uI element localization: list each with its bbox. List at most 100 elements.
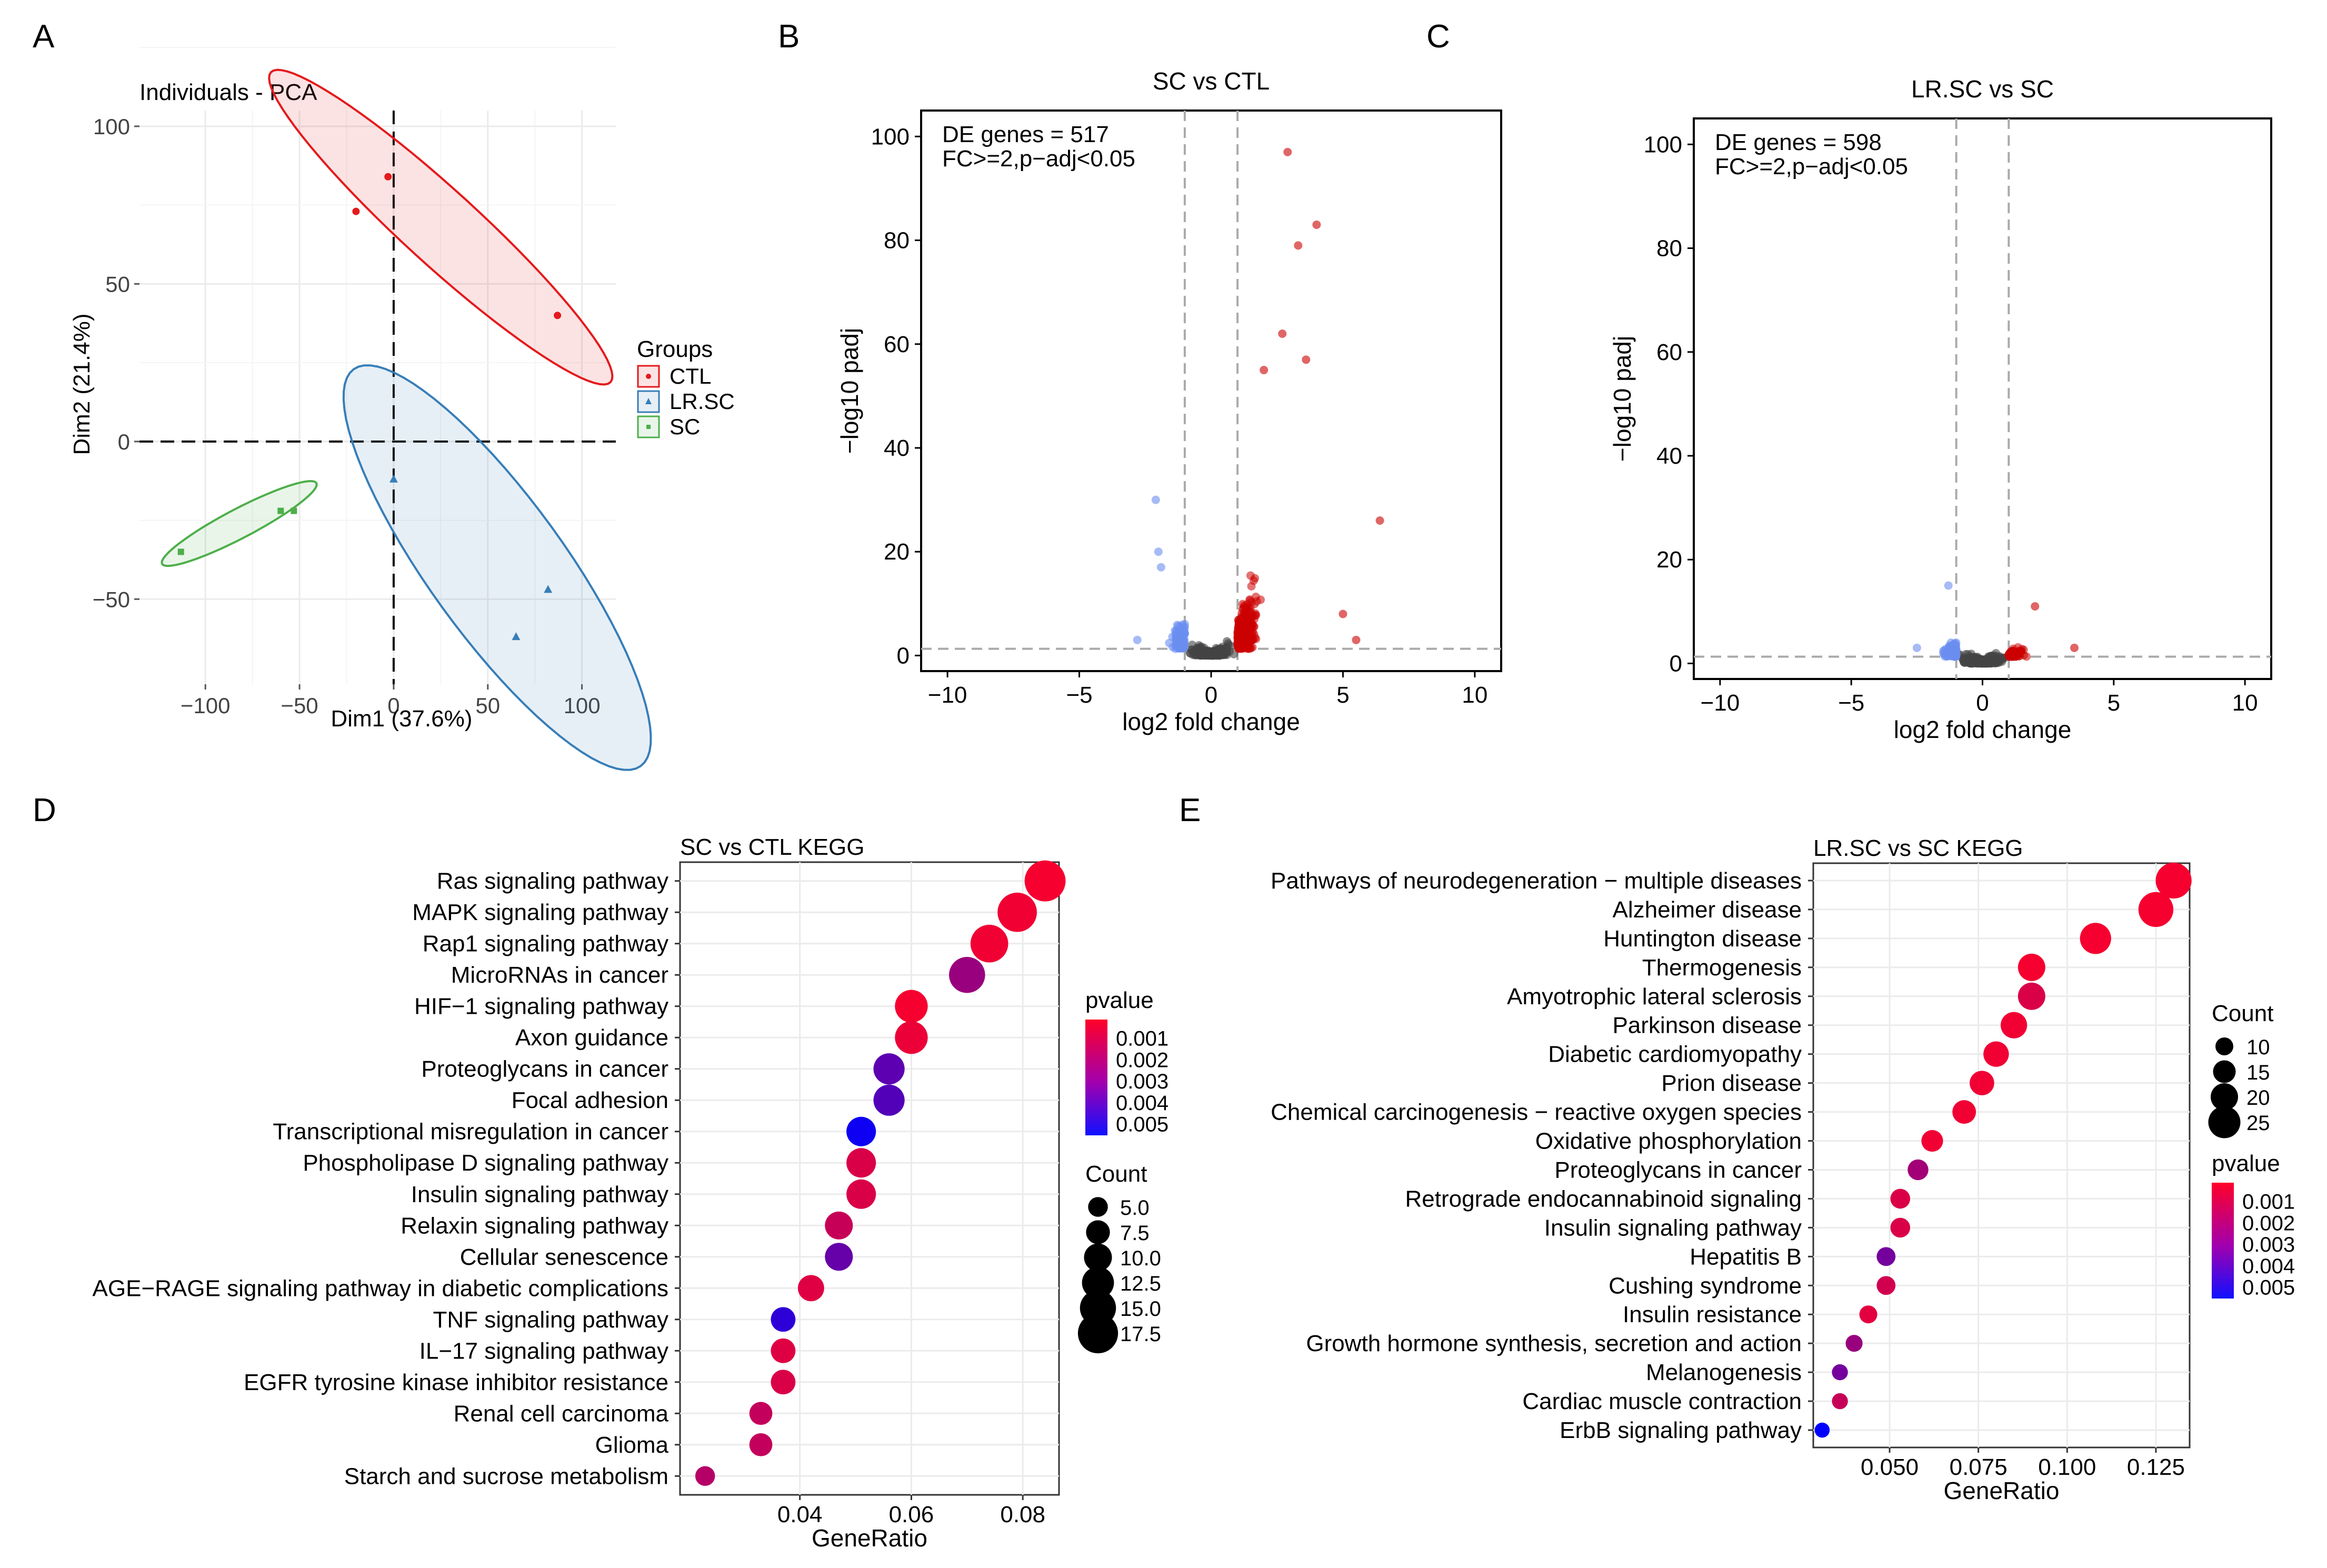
kegg-category-label: Diabetic cardiomyopathy <box>1548 1042 1802 1067</box>
kegg-dot <box>1890 1217 1911 1238</box>
kegg-x-axis-label: GeneRatio <box>1944 1477 2060 1504</box>
volcano-point-up <box>1302 355 1311 364</box>
kegg-category-label: Renal cell carcinoma <box>454 1401 669 1426</box>
volcano-ytick-label: 60 <box>1656 339 1682 365</box>
kegg-category-label: Starch and sucrose metabolism <box>344 1463 668 1489</box>
kegg-dot <box>2080 923 2111 954</box>
kegg-pvalue-tick: 0.005 <box>1116 1113 1169 1136</box>
volcano-point-up <box>1283 147 1292 156</box>
kegg-count-legend-dot <box>1084 1243 1112 1272</box>
pca-point <box>177 548 184 555</box>
volcano-xtick-label: −10 <box>1701 690 1740 716</box>
kegg-dot <box>2001 1012 2028 1038</box>
volcano-ytick-label: 0 <box>897 643 910 668</box>
kegg-category-label: Insulin signaling pathway <box>411 1182 668 1207</box>
pca-ytick-label: 0 <box>118 430 130 454</box>
volcano-xtick-label: 10 <box>1462 682 1487 708</box>
kegg-category-label: HIF−1 signaling pathway <box>414 994 668 1020</box>
kegg-dot <box>873 1053 905 1085</box>
kegg-pvalue-colorbar <box>1085 1020 1107 1135</box>
pca-legend-marker <box>646 425 651 429</box>
volcano-xtick-label: −10 <box>928 682 967 708</box>
pca-ellipse-lrsc <box>342 364 652 771</box>
volcano-annotation-line2: FC>=2,p−adj<0.05 <box>1715 154 1908 179</box>
volcano-point-up <box>2022 652 2031 661</box>
volcano-point-up <box>1352 635 1361 644</box>
volcano-point-up <box>1234 638 1243 647</box>
pca-legend-key <box>637 390 660 413</box>
kegg-count-legend-dot <box>1082 1266 1114 1299</box>
kegg-dot <box>1814 1422 1830 1438</box>
volcano-point-up <box>2070 643 2079 652</box>
kegg-category-label: Cushing syndrome <box>1609 1273 1802 1299</box>
kegg-pvalue-tick: 0.002 <box>2242 1212 2295 1235</box>
volcano-point-down <box>1178 640 1187 648</box>
kegg-category-label: Thermogenesis <box>1642 955 1802 981</box>
kegg-category-label: Insulin resistance <box>1623 1302 1802 1327</box>
kegg-pvalue-legend-title: pvalue <box>1085 987 1154 1013</box>
pca-legend-key <box>637 415 660 438</box>
kegg-category-label: Rap1 signaling pathway <box>423 931 668 957</box>
pca-point <box>277 507 284 514</box>
kegg-count-legend-title: Count <box>1085 1161 1147 1187</box>
kegg-chart-lrsc-vs-sc: Pathways of neurodegeneration − multiple… <box>1271 835 2295 1504</box>
panel-letter-e: E <box>1179 792 1201 828</box>
kegg-category-label: Focal adhesion <box>512 1087 668 1113</box>
volcano-point-up <box>1246 643 1255 652</box>
volcano-x-axis-label: log2 fold change <box>1122 708 1300 735</box>
kegg-category-label: Relaxin signaling pathway <box>401 1213 668 1239</box>
kegg-count-legend-dot <box>1088 1197 1108 1217</box>
pca-legend-label: SC <box>670 414 700 439</box>
kegg-count-legend-label: 10 <box>2246 1036 2270 1059</box>
volcano-point-up <box>1251 592 1260 601</box>
volcano-ytick-label: 40 <box>884 435 910 461</box>
volcano-xtick-label: −5 <box>1066 682 1092 708</box>
volcano-point-up <box>1278 329 1287 338</box>
volcano-y-axis-label: −log10 padj <box>836 328 863 454</box>
pca-legend-title: Groups <box>637 336 713 362</box>
kegg-count-legend-title: Count <box>2212 1001 2273 1026</box>
volcano-xtick-label: 10 <box>2232 690 2258 716</box>
volcano-point-up <box>1246 630 1255 638</box>
pca-xtick-label: 50 <box>475 693 500 718</box>
pca-xtick-label: −50 <box>281 693 318 718</box>
kegg-xtick-label: 0.050 <box>1861 1454 1919 1480</box>
kegg-dot <box>695 1466 715 1486</box>
pca-point <box>389 474 398 483</box>
kegg-category-label: EGFR tyrosine kinase inhibitor resistanc… <box>244 1370 668 1395</box>
volcano-point-ns <box>1995 652 2004 661</box>
volcano-point-up <box>1235 627 1244 636</box>
kegg-dot <box>1832 1364 1848 1381</box>
kegg-frame <box>1812 862 2191 1449</box>
kegg-dot <box>2155 862 2192 899</box>
kegg-category-label: Insulin signaling pathway <box>1544 1215 1802 1241</box>
pca-ytick-label: −50 <box>93 587 130 612</box>
kegg-count-legend-label: 25 <box>2246 1112 2270 1135</box>
kegg-dot <box>749 1433 773 1456</box>
volcano-point-ns <box>1986 652 1995 661</box>
volcano-ytick-label: 100 <box>1644 132 1682 157</box>
volcano-point-up <box>2007 648 2016 657</box>
volcano-point-down <box>1912 643 1921 652</box>
kegg-count-legend-label: 15 <box>2246 1061 2270 1084</box>
kegg-dot <box>825 1243 853 1271</box>
kegg-frame <box>679 861 1060 1496</box>
kegg-xtick-label: 0.075 <box>1950 1454 2008 1480</box>
volcano-ytick-label: 100 <box>871 124 910 149</box>
kegg-category-label: MAPK signaling pathway <box>412 900 668 925</box>
pca-ellipse-ctl <box>268 68 614 386</box>
volcano-ytick-label: 80 <box>1656 236 1682 262</box>
kegg-category-label: Proteoglycans in cancer <box>421 1056 668 1082</box>
kegg-pvalue-tick: 0.003 <box>1116 1070 1169 1093</box>
kegg-count-legend-label: 20 <box>2246 1086 2270 1110</box>
kegg-dot <box>895 990 928 1023</box>
volcano-xtick-label: −5 <box>1838 690 1864 716</box>
kegg-pvalue-tick: 0.001 <box>1116 1027 1169 1051</box>
kegg-count-legend-dot <box>1077 1313 1118 1354</box>
volcano-title: LR.SC vs SC <box>1911 75 2054 103</box>
volcano-point-up <box>1242 617 1251 626</box>
kegg-category-label: Pathways of neurodegeneration − multiple… <box>1271 868 1802 894</box>
volcano-point-ns <box>1987 657 1996 666</box>
